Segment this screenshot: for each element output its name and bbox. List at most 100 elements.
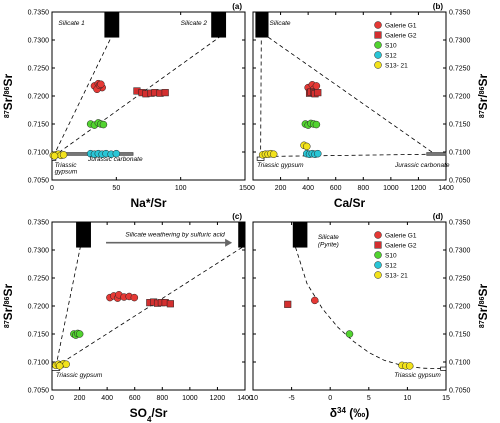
x-tick-label: 600 [330,185,342,192]
y-tick-label: 0.7250 [28,66,50,73]
legend-marker-circle [374,261,382,269]
panel-label: (b) [433,2,444,11]
legend-label: S12 [385,263,397,270]
data-point-circle [97,80,105,88]
mixing-line [55,247,81,367]
data-point-circle [269,150,278,158]
end-member-black-rect [104,11,120,38]
y-tick-label: 0.7250 [28,276,50,283]
panel-1: 0.7050 0.7100 0.7150 0.7200 0.7250 0.7300 0.73… [1,2,251,210]
panel-2: 0.7050 0.7100 0.7150 0.7200 0.7250 0.7300 0.73… [251,2,490,210]
data-point-circle [62,360,70,368]
mixing-line [53,36,220,157]
mixing-line [260,153,436,157]
end-member-black-rect [76,221,91,248]
y-tick-label: 0.7300 [28,38,50,45]
x-tick-label: 1200 [210,395,226,402]
x-axis-label: Ca/Sr [334,196,366,210]
legend-marker-circle [374,271,382,279]
arrow-head [225,238,233,247]
y-tick-label: 0.7050 [449,388,471,395]
data-point-circle [405,362,414,370]
x-tick-label: 0 [251,185,255,192]
x-tick-label: 0 [50,395,54,402]
x-axis-label: Na*/Sr [130,196,166,210]
legend-label: S10 [385,43,397,50]
legend-label: Galerie G1 [385,233,417,240]
annotation-label: gypsum [55,168,78,175]
annotation-label: Silicate 2 [181,20,208,27]
legend-marker-circle [374,41,382,49]
y-tick-label: 0.7050 [28,178,50,185]
y-tick-label: 0.7200 [28,304,50,311]
y-tick-label: 0.7350 [449,10,471,17]
panel-label: (c) [232,212,242,221]
x-tick-label: 1000 [182,395,198,402]
legend-marker-circle [374,51,382,59]
data-point-square [284,300,292,308]
legend-marker-square [374,31,382,39]
data-point-square [166,300,174,308]
legend-label: S13- 21 [385,273,408,280]
x-axis-label: δ34 (‰) [330,406,370,421]
x-tick-label: 50 [112,185,120,192]
annotation-label: Silicate [318,234,339,241]
y-axis-label: 87Sr/86Sr [1,284,15,329]
x-tick-label: 600 [129,395,141,402]
y-tick-label: 0.7350 [28,220,50,227]
y-tick-label: 0.7100 [28,150,50,157]
y-tick-label: 0.7250 [449,276,471,283]
y-tick-label: 0.7200 [28,94,50,101]
x-tick-label: 1400 [438,185,454,192]
end-member-black-rect [292,221,308,248]
legend-marker-circle [374,231,382,239]
annotation-label: Silicate [270,20,291,27]
mixing-curve [295,247,443,370]
x-tick-label: 0 [328,395,332,402]
y-tick-label: 0.7150 [449,122,471,129]
y-tick-label: 0.7150 [449,332,471,339]
panel-3: 0.7050 0.7100 0.7150 0.7200 0.7250 0.7300 0.73… [1,212,253,423]
y-tick-label: 0.7100 [449,360,471,367]
legend-label: Galerie G1 [385,23,417,30]
x-tick-label: 400 [302,185,314,192]
annotation-label: (Pyrite) [318,242,339,249]
legend-label: S12 [385,53,397,60]
data-point-circle [59,151,68,159]
annotation-label: Jurassic carbonate [87,156,143,163]
legend-marker-square [374,241,382,249]
legend-label: S10 [385,253,397,260]
x-tick-label: 0 [50,185,54,192]
annotation-label: Triassic gypsum [56,372,103,379]
mixing-line [260,37,262,157]
x-tick-label: 100 [175,185,187,192]
data-point-circle [112,149,121,158]
data-point-circle [312,120,321,129]
data-point-circle [55,362,64,370]
end-member-open-square [440,366,447,371]
data-point-circle [50,152,59,160]
x-tick-label: 5 [367,395,371,402]
x-tick-label: -10 [248,395,258,402]
data-point-circle [303,142,311,151]
x-tick-label: 1400 [237,395,253,402]
y-tick-label: 0.7300 [28,248,50,255]
x-tick-label: 800 [156,395,168,402]
x-tick-label: 1200 [411,185,427,192]
legend: Galerie G1 Galerie G2 S10 S12 S13- 21 [374,21,417,70]
x-tick-label: 200 [275,185,287,192]
data-point-square [161,89,169,97]
panel-4: 0.7050 0.7100 0.7150 0.7200 0.7250 0.7300 0.73… [248,212,490,420]
y-tick-label: 0.7350 [449,220,471,227]
y-tick-label: 0.7200 [449,304,471,311]
y-tick-label: 0.7150 [28,332,50,339]
y-tick-label: 0.7100 [28,360,50,367]
data-point-circle [311,296,319,305]
y-tick-label: 0.7300 [449,248,471,255]
x-tick-label: 800 [357,185,369,192]
end-member-black-rect [255,11,269,38]
legend-label: Galerie G2 [385,243,417,250]
y-tick-label: 0.7200 [449,94,471,101]
legend-marker-circle [374,61,382,69]
